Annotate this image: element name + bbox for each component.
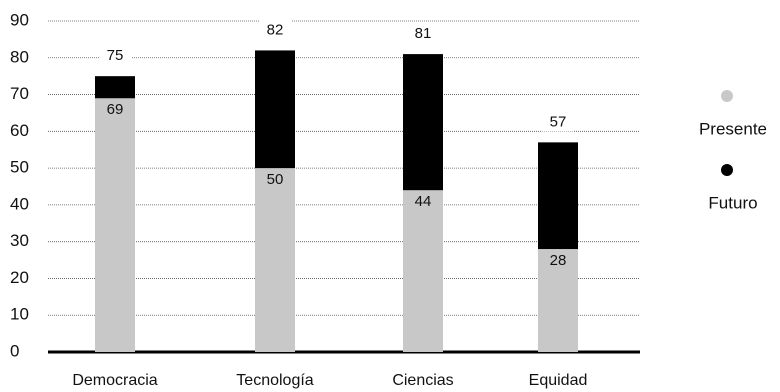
bar xyxy=(403,190,443,352)
value-label: 82 xyxy=(267,21,284,38)
value-label: 75 xyxy=(107,47,124,64)
value-label: 69 xyxy=(107,101,124,118)
y-tick-label: 50 xyxy=(10,158,29,177)
bar xyxy=(95,98,135,352)
label-bg xyxy=(407,23,439,44)
y-tick-label: 80 xyxy=(10,47,29,66)
x-tick-label: Ciencias xyxy=(392,372,453,389)
bar xyxy=(255,168,295,352)
legend-marker xyxy=(721,164,733,176)
y-tick-label: 90 xyxy=(10,10,29,29)
value-label: 28 xyxy=(550,252,567,269)
x-tick-label: Equidad xyxy=(529,372,588,389)
x-tick-label: Democracia xyxy=(72,372,157,389)
y-tick-label: 60 xyxy=(10,121,29,140)
legend-marker xyxy=(721,90,733,102)
legend-label: Futuro xyxy=(708,193,757,212)
label-bg xyxy=(99,45,131,66)
value-label: 57 xyxy=(550,113,567,130)
label-bg xyxy=(259,19,291,40)
value-label: 44 xyxy=(415,193,432,210)
value-label: 81 xyxy=(415,25,432,42)
y-tick-label: 20 xyxy=(10,268,29,287)
label-bg xyxy=(542,111,574,132)
y-tick-label: 70 xyxy=(10,84,29,103)
y-tick-label: 40 xyxy=(10,194,29,213)
y-tick-label: 0 xyxy=(10,341,19,360)
value-label: 50 xyxy=(267,171,284,188)
bar xyxy=(538,249,578,352)
y-tick-label: 30 xyxy=(10,231,29,250)
y-tick-label: 10 xyxy=(10,305,29,324)
x-tick-label: Tecnología xyxy=(236,372,313,389)
legend-label: Presente xyxy=(699,119,767,138)
